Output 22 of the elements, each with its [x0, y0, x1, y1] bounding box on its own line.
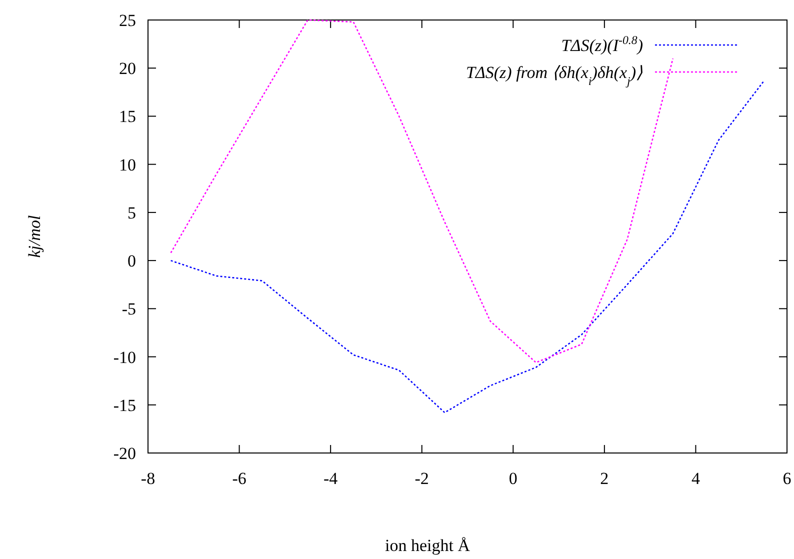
- x-tick-label: 2: [600, 469, 609, 488]
- x-tick-label: -2: [414, 469, 429, 488]
- x-tick-label: 6: [782, 469, 792, 488]
- legend-label: TΔS(z)(I$^{-0.8}$): [561, 33, 644, 55]
- y-tick-label: -5: [122, 300, 136, 319]
- y-tick-label: -15: [113, 396, 136, 415]
- x-tick-label: -4: [323, 469, 338, 488]
- y-tick-label: 5: [128, 203, 136, 222]
- x-tick-label: 0: [508, 469, 518, 488]
- y-tick-label: -10: [113, 348, 136, 367]
- y-tick-label: 15: [119, 107, 136, 126]
- y-tick-label: 25: [119, 11, 136, 30]
- y-axis-title: kj/mol: [25, 214, 44, 258]
- y-tick-label: 0: [128, 252, 136, 271]
- x-tick-label: 4: [691, 469, 700, 488]
- y-tick-label: -20: [113, 444, 136, 463]
- y-tick-label: 20: [119, 59, 136, 78]
- x-axis-title: ion height Å: [385, 536, 471, 555]
- y-tick-label: 10: [119, 155, 136, 174]
- x-tick-label: -6: [232, 469, 246, 488]
- legend-label: TΔS(z) from ⟨δh(x$_{i}$)δh(x$_{j}$)⟩: [466, 63, 643, 88]
- x-tick-label: -8: [140, 469, 156, 488]
